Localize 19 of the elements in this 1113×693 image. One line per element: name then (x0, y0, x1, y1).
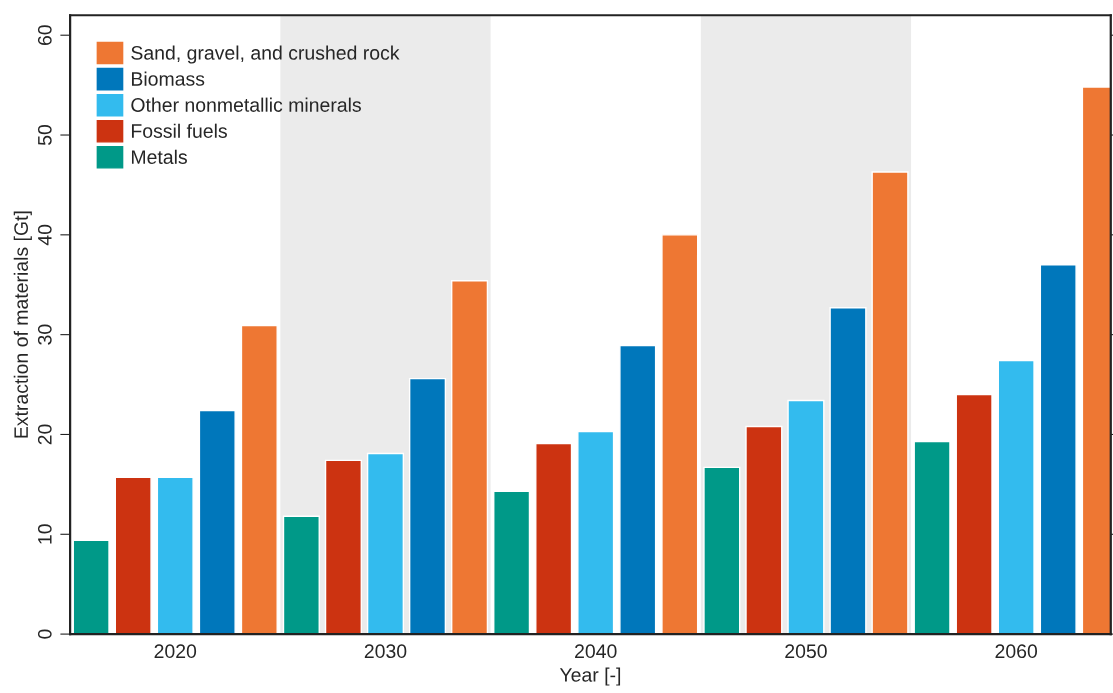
legend-label: Biomass (131, 71, 205, 86)
x-tick-label: 2030 (364, 644, 407, 659)
x-tick-label: 2020 (154, 644, 197, 659)
x-tick-label: 2050 (785, 644, 827, 659)
legend-label: Other nonmetallic minerals (131, 97, 361, 112)
x-tick-label: 2040 (575, 644, 617, 659)
y-tick-label: 0 (37, 629, 52, 639)
y-tick-label: 20 (37, 424, 52, 445)
x-tick-label: 2060 (995, 644, 1038, 659)
y-tick-label: 50 (37, 124, 52, 146)
legend-label: Sand, gravel, and crushed rock (131, 45, 400, 64)
y-axis-title: Extraction of materials [Gt] (13, 211, 32, 438)
legend-label: Metals (131, 149, 187, 164)
y-tick-label: 40 (37, 224, 52, 246)
x-axis-title: Year [-] (559, 667, 621, 686)
y-tick-label: 10 (37, 524, 52, 544)
legend-label: Fossil fuels (131, 123, 227, 138)
y-tick-label: 30 (37, 324, 52, 345)
y-tick-label: 60 (37, 25, 52, 46)
